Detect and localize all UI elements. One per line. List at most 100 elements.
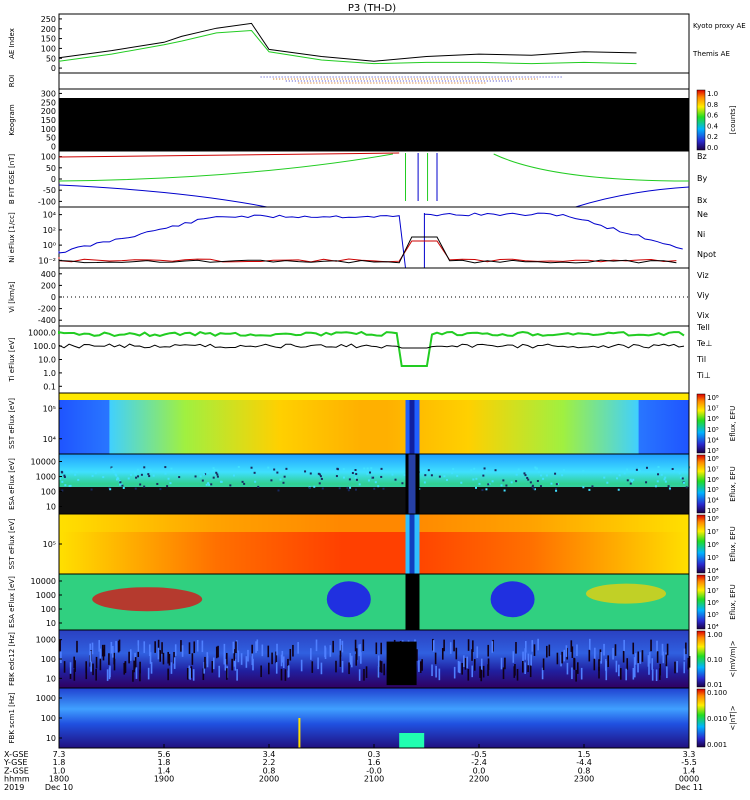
xtick-label: -0.5	[471, 750, 487, 759]
colorbar-tick: 10³	[707, 447, 719, 455]
esa-speck	[545, 474, 548, 477]
colorbar-tick: 10⁶	[707, 476, 719, 484]
esa2-gap	[405, 574, 420, 630]
esa-speck	[615, 477, 618, 480]
fbk1-stripe	[271, 652, 273, 665]
colorbar-tick: 10⁷	[707, 405, 719, 413]
fbk1-stripe	[202, 668, 205, 681]
ytick-label: 0	[51, 64, 56, 73]
fbk1-stripe	[632, 642, 635, 655]
fbk1-stripe	[74, 660, 76, 672]
esa-speck	[532, 487, 535, 490]
esa-speck	[169, 482, 172, 485]
esa-speck	[683, 481, 686, 484]
esa-speck	[134, 473, 137, 476]
xtick-label: 0.0	[473, 766, 486, 775]
fbk1-stripe	[650, 639, 652, 652]
fbk1-stripe	[377, 655, 380, 668]
esa-speck	[112, 469, 115, 472]
colorbar-tick: 0.10	[707, 656, 723, 664]
colorbar	[696, 688, 706, 748]
fbk1-stripe	[662, 651, 665, 664]
esa-speck	[229, 484, 232, 487]
esa-speck	[283, 475, 286, 478]
esa-speck	[481, 489, 484, 492]
fbk1-stripe	[236, 669, 238, 681]
panel-11: 1000 100 10 FBK edc12 [Hz] 1.00 0.10 0.01 <|mV/…	[8, 629, 737, 689]
sst-rightblue	[638, 400, 689, 454]
esa-speck	[212, 476, 215, 479]
ytick-label: 150	[41, 35, 56, 44]
esa-speck	[254, 480, 257, 483]
esa-speck	[517, 468, 520, 471]
fbk1-stripe	[135, 667, 138, 679]
fbk1-stripe	[90, 660, 92, 672]
fbk1-stripe	[167, 651, 169, 664]
esa-speck	[427, 469, 430, 472]
fbk1-stripe	[139, 661, 141, 674]
ytick-label: 10	[46, 674, 56, 683]
fbk1-stripe	[297, 642, 299, 654]
colorbar-tick: 0.0	[707, 144, 718, 152]
esa-speck	[108, 487, 111, 490]
fbk1-stripe	[379, 660, 382, 673]
fbk1-stripe	[129, 649, 132, 661]
esa-speck	[656, 480, 659, 483]
esa-speck	[664, 480, 667, 483]
xtick-label: 2.2	[263, 758, 276, 767]
legend-label: Ne	[697, 210, 708, 219]
esa-speck	[510, 481, 513, 484]
fbk1-stripe	[275, 662, 278, 674]
keogram-fill	[59, 98, 689, 151]
fbk1-stripe	[647, 655, 650, 667]
esa-speck	[118, 480, 121, 483]
fbk1-stripe	[149, 652, 152, 664]
ytick-label: 10⁰	[43, 241, 56, 250]
esa-speck	[342, 468, 345, 471]
esa-speck	[355, 478, 358, 481]
colorbar-tick: 10⁶	[707, 541, 719, 549]
fbk1-stripe	[235, 641, 237, 654]
colorbar-label: Eflux, EFU	[729, 466, 737, 501]
fbk1-stripe	[103, 644, 106, 657]
xtick-label: -0.0	[366, 766, 382, 775]
fbk1-stripe	[101, 644, 104, 657]
colorbar-tick: 10⁴	[707, 436, 719, 444]
fbk1-stripe	[600, 652, 603, 664]
fbk1-stripe	[565, 645, 568, 657]
fbk1-stripe	[148, 644, 151, 657]
esa-speck	[473, 467, 476, 470]
esa-speck	[282, 481, 285, 484]
esa-speck	[64, 484, 67, 487]
ytick-label: 10⁴	[43, 211, 56, 220]
esa-speck	[667, 485, 670, 488]
legend-label: Bx	[697, 196, 707, 205]
fbk1-stripe	[656, 640, 658, 653]
esa-speck	[623, 472, 626, 475]
esa-speck	[515, 473, 518, 476]
fbk1-stripe	[580, 667, 583, 680]
xtick-label: 0.8	[578, 766, 591, 775]
fbk1-stripe	[168, 653, 171, 666]
esa-speck	[207, 482, 210, 485]
fbk1-stripe	[287, 658, 289, 671]
fbk1-stripe	[99, 658, 102, 671]
fbk1-stripe	[618, 664, 620, 677]
ytick-label: -400	[38, 316, 56, 325]
fbk1-stripe	[529, 665, 532, 678]
esa-speck	[113, 471, 116, 474]
fbk1-stripe	[524, 648, 527, 660]
fbk1-stripe	[533, 644, 536, 656]
fbk1-stripe	[521, 660, 524, 673]
fbk1-stripe	[339, 644, 342, 657]
fbk1-stripe	[128, 651, 130, 664]
fbk1-stripe	[685, 642, 687, 655]
fbk1-stripe	[181, 645, 184, 657]
esa-speck	[273, 468, 276, 471]
fbk1-stripe	[118, 639, 121, 652]
esa-speck	[374, 481, 377, 484]
legend-label: Viz	[697, 271, 709, 280]
fbk1-stripe	[217, 645, 219, 658]
fbk1-stripe	[480, 658, 483, 671]
esa-speck	[270, 479, 273, 482]
